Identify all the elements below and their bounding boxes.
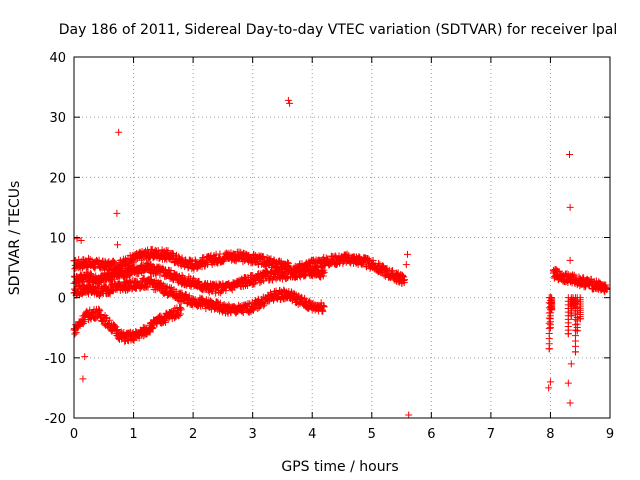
data-point-outliers-15 <box>566 256 574 264</box>
data-point-band-upper-26-21 <box>389 267 397 275</box>
data-point-band-lower-10-21 <box>198 294 206 302</box>
y-axis-label: SDTVAR / TECUs <box>7 181 23 296</box>
data-point-band-mid-18-4 <box>286 265 294 273</box>
data-point-band-lower-14-6 <box>239 308 247 316</box>
data-point-band-lower-6-24 <box>152 286 160 294</box>
data-point-band-late-2-0 <box>570 271 578 279</box>
data-point-band-mid-8-4 <box>167 266 175 274</box>
y-tick-label-2: 0 <box>58 292 66 307</box>
y-tick-label-3: 10 <box>49 232 66 247</box>
x-tick-label-3: 3 <box>249 427 257 442</box>
data-point-outliers-4 <box>113 209 121 217</box>
data-point-band-late-end <box>603 285 611 293</box>
data-point-band-mid-end <box>320 268 328 276</box>
data-point-outliers-7 <box>284 96 292 104</box>
chart-title: Day 186 of 2011, Sidereal Day-to-day VTE… <box>59 22 617 38</box>
data-point-band-upper-22-16 <box>339 259 347 267</box>
data-point-band-upper-15-25 <box>259 253 267 261</box>
data-point-outliers-13 <box>566 150 574 158</box>
data-points <box>70 96 611 419</box>
data-point-outliers-17 <box>564 379 572 387</box>
data-point-band-dip-0-24 <box>80 318 88 326</box>
data-point-outliers-18 <box>566 399 574 407</box>
y-tick-label-4: 20 <box>49 171 66 186</box>
grid <box>74 57 610 418</box>
data-point-outliers-5 <box>115 128 123 136</box>
data-point-band-mid-16-19 <box>269 276 277 284</box>
x-tick-label-9: 9 <box>606 427 614 442</box>
data-point-band-dip-8-23 <box>175 312 183 320</box>
data-point-band-late-1-11 <box>563 270 571 278</box>
data-point-band-upper-1-6 <box>84 254 92 262</box>
data-point-outliers-2 <box>81 353 89 361</box>
x-axis-label: GPS time / hours <box>281 459 398 475</box>
data-point-band-upper-22-26 <box>343 250 351 258</box>
data-point-outliers-8 <box>286 99 294 107</box>
tick-labels: 0 1 2 3 4 5 6 7 8 9 -20 -10 0 10 20 30 40 <box>45 51 614 442</box>
data-point-band-lower-end <box>320 303 328 311</box>
data-point-band-dip-7-19 <box>161 318 169 326</box>
data-point-outliers-11 <box>405 411 413 419</box>
data-point-band-upper-end <box>401 276 409 284</box>
x-tick-label-2: 2 <box>189 427 197 442</box>
x-tick-label-6: 6 <box>427 427 435 442</box>
data-point-outliers-0 <box>73 235 81 243</box>
data-point-outliers-10 <box>402 261 410 269</box>
data-point-band-upper-25-16 <box>375 259 383 267</box>
data-point-band-mid-12-21 <box>222 287 230 295</box>
x-tick-label-4: 4 <box>308 427 316 442</box>
y-tick-label-1: -10 <box>45 352 66 367</box>
x-tick-label-8: 8 <box>546 427 554 442</box>
data-point-band-dip-3-0 <box>106 316 114 324</box>
data-point-band-mid-20-26 <box>319 272 327 280</box>
data-point-band-mid-9-8 <box>181 275 189 283</box>
data-point-outliers-6 <box>113 241 121 249</box>
data-point-spike-8-10 <box>576 294 584 302</box>
x-tick-label-5: 5 <box>368 427 376 442</box>
data-point-outliers-19 <box>545 384 553 392</box>
data-point-outliers-9 <box>404 250 412 258</box>
y-tick-label-0: -20 <box>45 412 66 427</box>
data-point-band-lower-10-18 <box>197 302 205 310</box>
data-point-outliers-1 <box>77 237 85 245</box>
y-tick-label-5: 30 <box>49 111 66 126</box>
data-point-spike-2-10 <box>548 294 556 302</box>
data-point-band-dip-end <box>177 306 185 314</box>
x-tick-label-7: 7 <box>487 427 495 442</box>
data-point-outliers-12 <box>546 378 554 386</box>
y-tick-label-6: 40 <box>49 51 66 66</box>
data-point-outliers-16 <box>567 360 575 368</box>
data-point-band-lower-8-25 <box>176 297 184 305</box>
data-point-outliers-14 <box>566 203 574 211</box>
x-tick-label-1: 1 <box>129 427 137 442</box>
data-point-outliers-3 <box>79 375 87 383</box>
data-point-band-mid-17-23 <box>282 275 290 283</box>
x-tick-label-0: 0 <box>70 427 78 442</box>
